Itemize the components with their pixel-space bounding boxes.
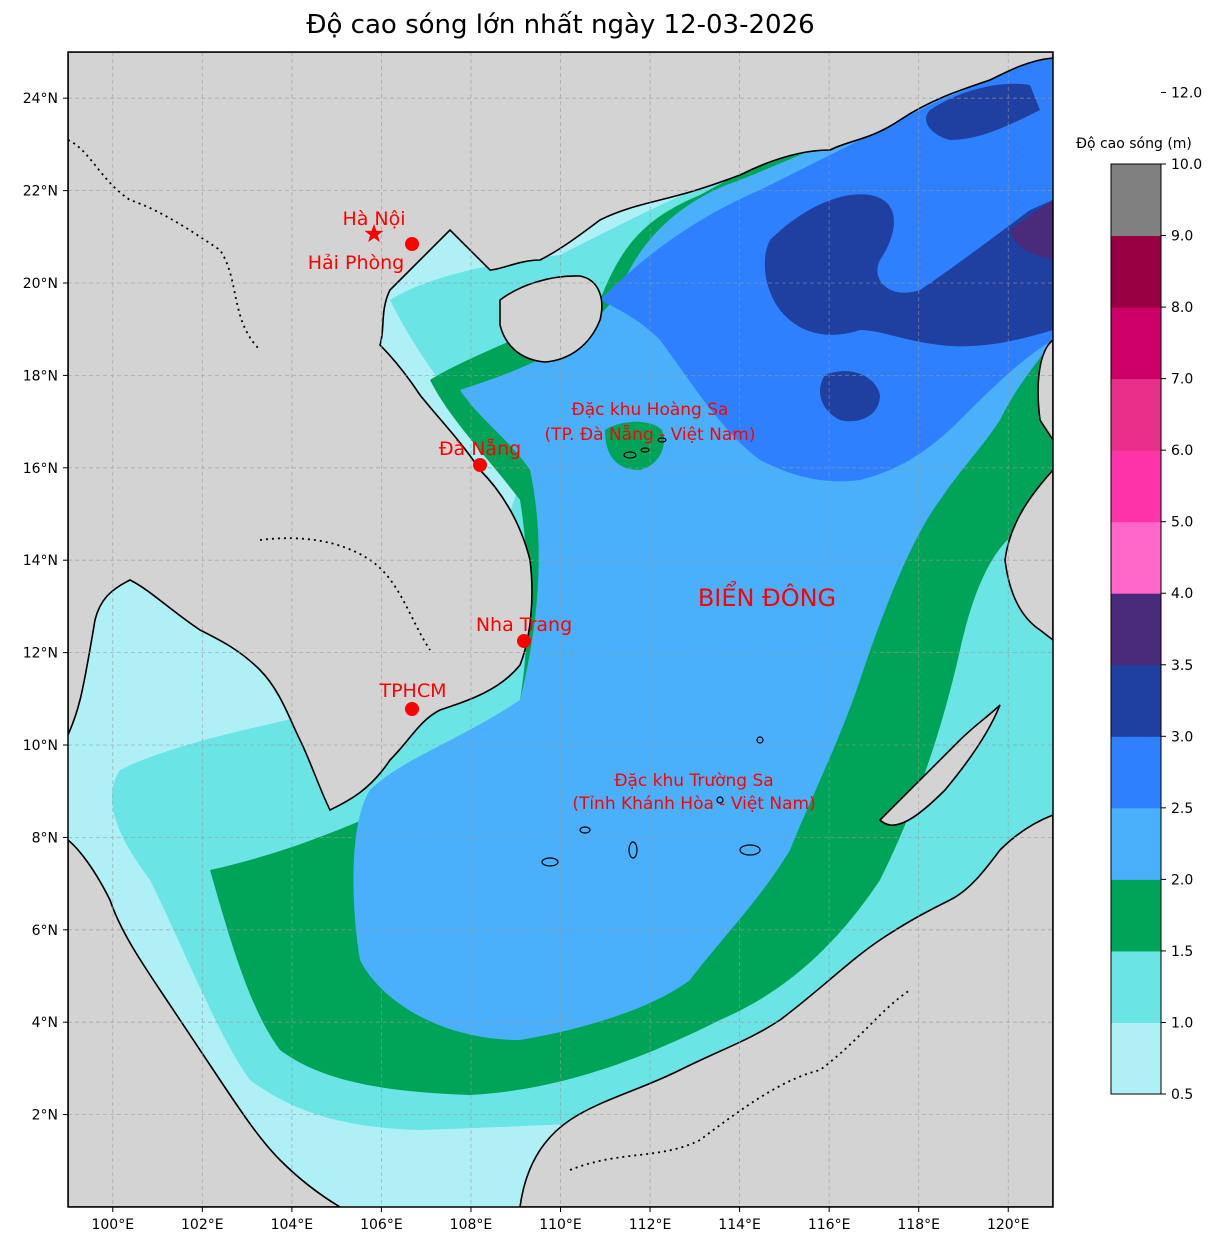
lat-tick-label: 2°N bbox=[32, 1108, 58, 1124]
colorbar-segment bbox=[1111, 378, 1161, 451]
city-marker-dot bbox=[473, 458, 487, 472]
land-mainland bbox=[68, 52, 1053, 812]
lon-tick-label: 106°E bbox=[360, 1217, 403, 1233]
colorbar-tick-label: 10.0 bbox=[1171, 157, 1202, 173]
colorbar-tick-label: 8.0 bbox=[1171, 300, 1193, 316]
city-label-da-nang: Đà Nẵng bbox=[439, 437, 521, 460]
wave-zone-4-5m bbox=[1010, 200, 1053, 260]
colorbar-tick-label: 2.0 bbox=[1171, 872, 1193, 888]
lon-tick-label: 112°E bbox=[629, 1217, 672, 1233]
land-borneo bbox=[519, 814, 1053, 1207]
colorbar-segment bbox=[1111, 736, 1161, 809]
colorbar-segment bbox=[1111, 164, 1161, 237]
land-philippines bbox=[1004, 468, 1053, 642]
wave-zone-2-2.5m-hoangsa bbox=[605, 421, 664, 470]
city-label-ha-noi: Hà Nội bbox=[342, 208, 405, 230]
lon-tick-label: 100°E bbox=[91, 1217, 134, 1233]
city-marker-star bbox=[364, 224, 384, 243]
city-markers bbox=[364, 224, 531, 716]
lat-tick-label: 10°N bbox=[23, 738, 58, 754]
colorbar-segment bbox=[1111, 664, 1161, 737]
lat-tick-label: 20°N bbox=[23, 276, 58, 292]
hoang-sa-label-line2: (TP. Đà Nẵng - Việt Nam) bbox=[545, 424, 756, 445]
city-label-nha-trang: Nha Trang bbox=[476, 614, 572, 636]
lat-tick-label: 16°N bbox=[23, 461, 58, 477]
axis-ticks: 100°E 102°E 104°E 106°E 108°E 110°E 112°E 114°E… bbox=[23, 91, 1030, 1233]
land bbox=[68, 52, 1053, 1207]
land-malay-peninsula bbox=[68, 838, 342, 1207]
lon-tick-label: 118°E bbox=[897, 1217, 940, 1233]
lat-tick-label: 12°N bbox=[23, 646, 58, 662]
colorbar-tick-label: 7.0 bbox=[1171, 372, 1193, 388]
truong-sa-label-line1: Đặc khu Trường Sa bbox=[614, 771, 773, 791]
lat-tick-label: 22°N bbox=[23, 184, 58, 200]
land-palawan bbox=[878, 704, 1001, 826]
colorbar-segment bbox=[1111, 521, 1161, 594]
hoang-sa-islands bbox=[623, 437, 667, 459]
lon-tick-label: 110°E bbox=[539, 1217, 582, 1233]
lat-tick-label: 24°N bbox=[23, 91, 58, 107]
lat-tick-label: 14°N bbox=[23, 553, 58, 569]
colorbar-segment bbox=[1111, 807, 1161, 880]
colorbar-tick-label: 9.0 bbox=[1171, 229, 1193, 245]
lat-tick-label: 18°N bbox=[23, 368, 58, 384]
city-label-hai-phong: Hải Phòng bbox=[308, 252, 404, 274]
wave-zone-3-3.5m bbox=[764, 194, 1053, 347]
lon-tick-label: 116°E bbox=[808, 1217, 851, 1233]
colorbar-tick-label: 5.0 bbox=[1171, 515, 1193, 531]
wave-zone-3-3.5m-c bbox=[820, 371, 880, 422]
lon-tick-label: 108°E bbox=[450, 1217, 493, 1233]
city-label-tphcm: TPHCM bbox=[378, 680, 446, 702]
colorbar-tick-label: 4.0 bbox=[1171, 586, 1193, 602]
lon-tick-label: 114°E bbox=[718, 1217, 761, 1233]
colorbar-segment bbox=[1111, 450, 1161, 523]
sea-label-bien-dong: BIỂN ĐÔNG bbox=[698, 580, 836, 612]
colorbar-title: Độ cao sóng (m) bbox=[1076, 136, 1192, 152]
land-taiwan bbox=[1037, 338, 1053, 442]
colorbar-tick-label: 12.0 bbox=[1171, 85, 1202, 101]
city-marker-dot bbox=[405, 702, 419, 716]
colorbar-segment bbox=[1111, 950, 1161, 1023]
colorbar-tick-label: 1.5 bbox=[1171, 944, 1193, 960]
lon-tick-label: 104°E bbox=[271, 1217, 314, 1233]
colorbar-segment bbox=[1111, 593, 1161, 666]
colorbar-tick-label: 0.5 bbox=[1171, 1087, 1193, 1103]
colorbar-segment bbox=[1111, 879, 1161, 952]
truong-sa-label-line2: (Tỉnh Khánh Hòa - Việt Nam) bbox=[572, 794, 815, 814]
city-marker-dot bbox=[517, 634, 531, 648]
truong-sa-islands bbox=[541, 736, 764, 867]
colorbar-tick-label: 2.5 bbox=[1171, 801, 1193, 817]
colorbar-segment bbox=[1111, 307, 1161, 380]
colorbar-segment bbox=[1111, 235, 1161, 308]
colorbar: 0.5 1.0 1.5 2.0 2.5 3.0 3.5 4.0 5.0 6.0 7.0 8.0 9.0 1… bbox=[1110, 85, 1202, 1103]
colorbar-segment bbox=[1111, 1022, 1161, 1095]
lat-tick-label: 6°N bbox=[32, 923, 58, 939]
lat-tick-label: 4°N bbox=[32, 1015, 58, 1031]
land-hainan bbox=[499, 275, 603, 363]
colorbar-tick-label: 1.0 bbox=[1171, 1015, 1193, 1031]
lon-tick-label: 102°E bbox=[181, 1217, 224, 1233]
colorbar-tick-label: 3.5 bbox=[1171, 658, 1193, 674]
colorbar-tick-label: 6.0 bbox=[1171, 443, 1193, 459]
grid-lines bbox=[68, 52, 1053, 1207]
hoang-sa-label-line1: Đặc khu Hoàng Sa bbox=[572, 400, 729, 420]
map-title: Độ cao sóng lớn nhất ngày 12-03-2026 bbox=[306, 10, 815, 40]
colorbar-tick-label: 3.0 bbox=[1171, 729, 1193, 745]
lat-tick-label: 8°N bbox=[32, 830, 58, 846]
lon-tick-label: 120°E bbox=[987, 1217, 1030, 1233]
city-marker-dot bbox=[405, 237, 419, 251]
wave-zone-3-3.5m-b bbox=[926, 83, 1040, 140]
